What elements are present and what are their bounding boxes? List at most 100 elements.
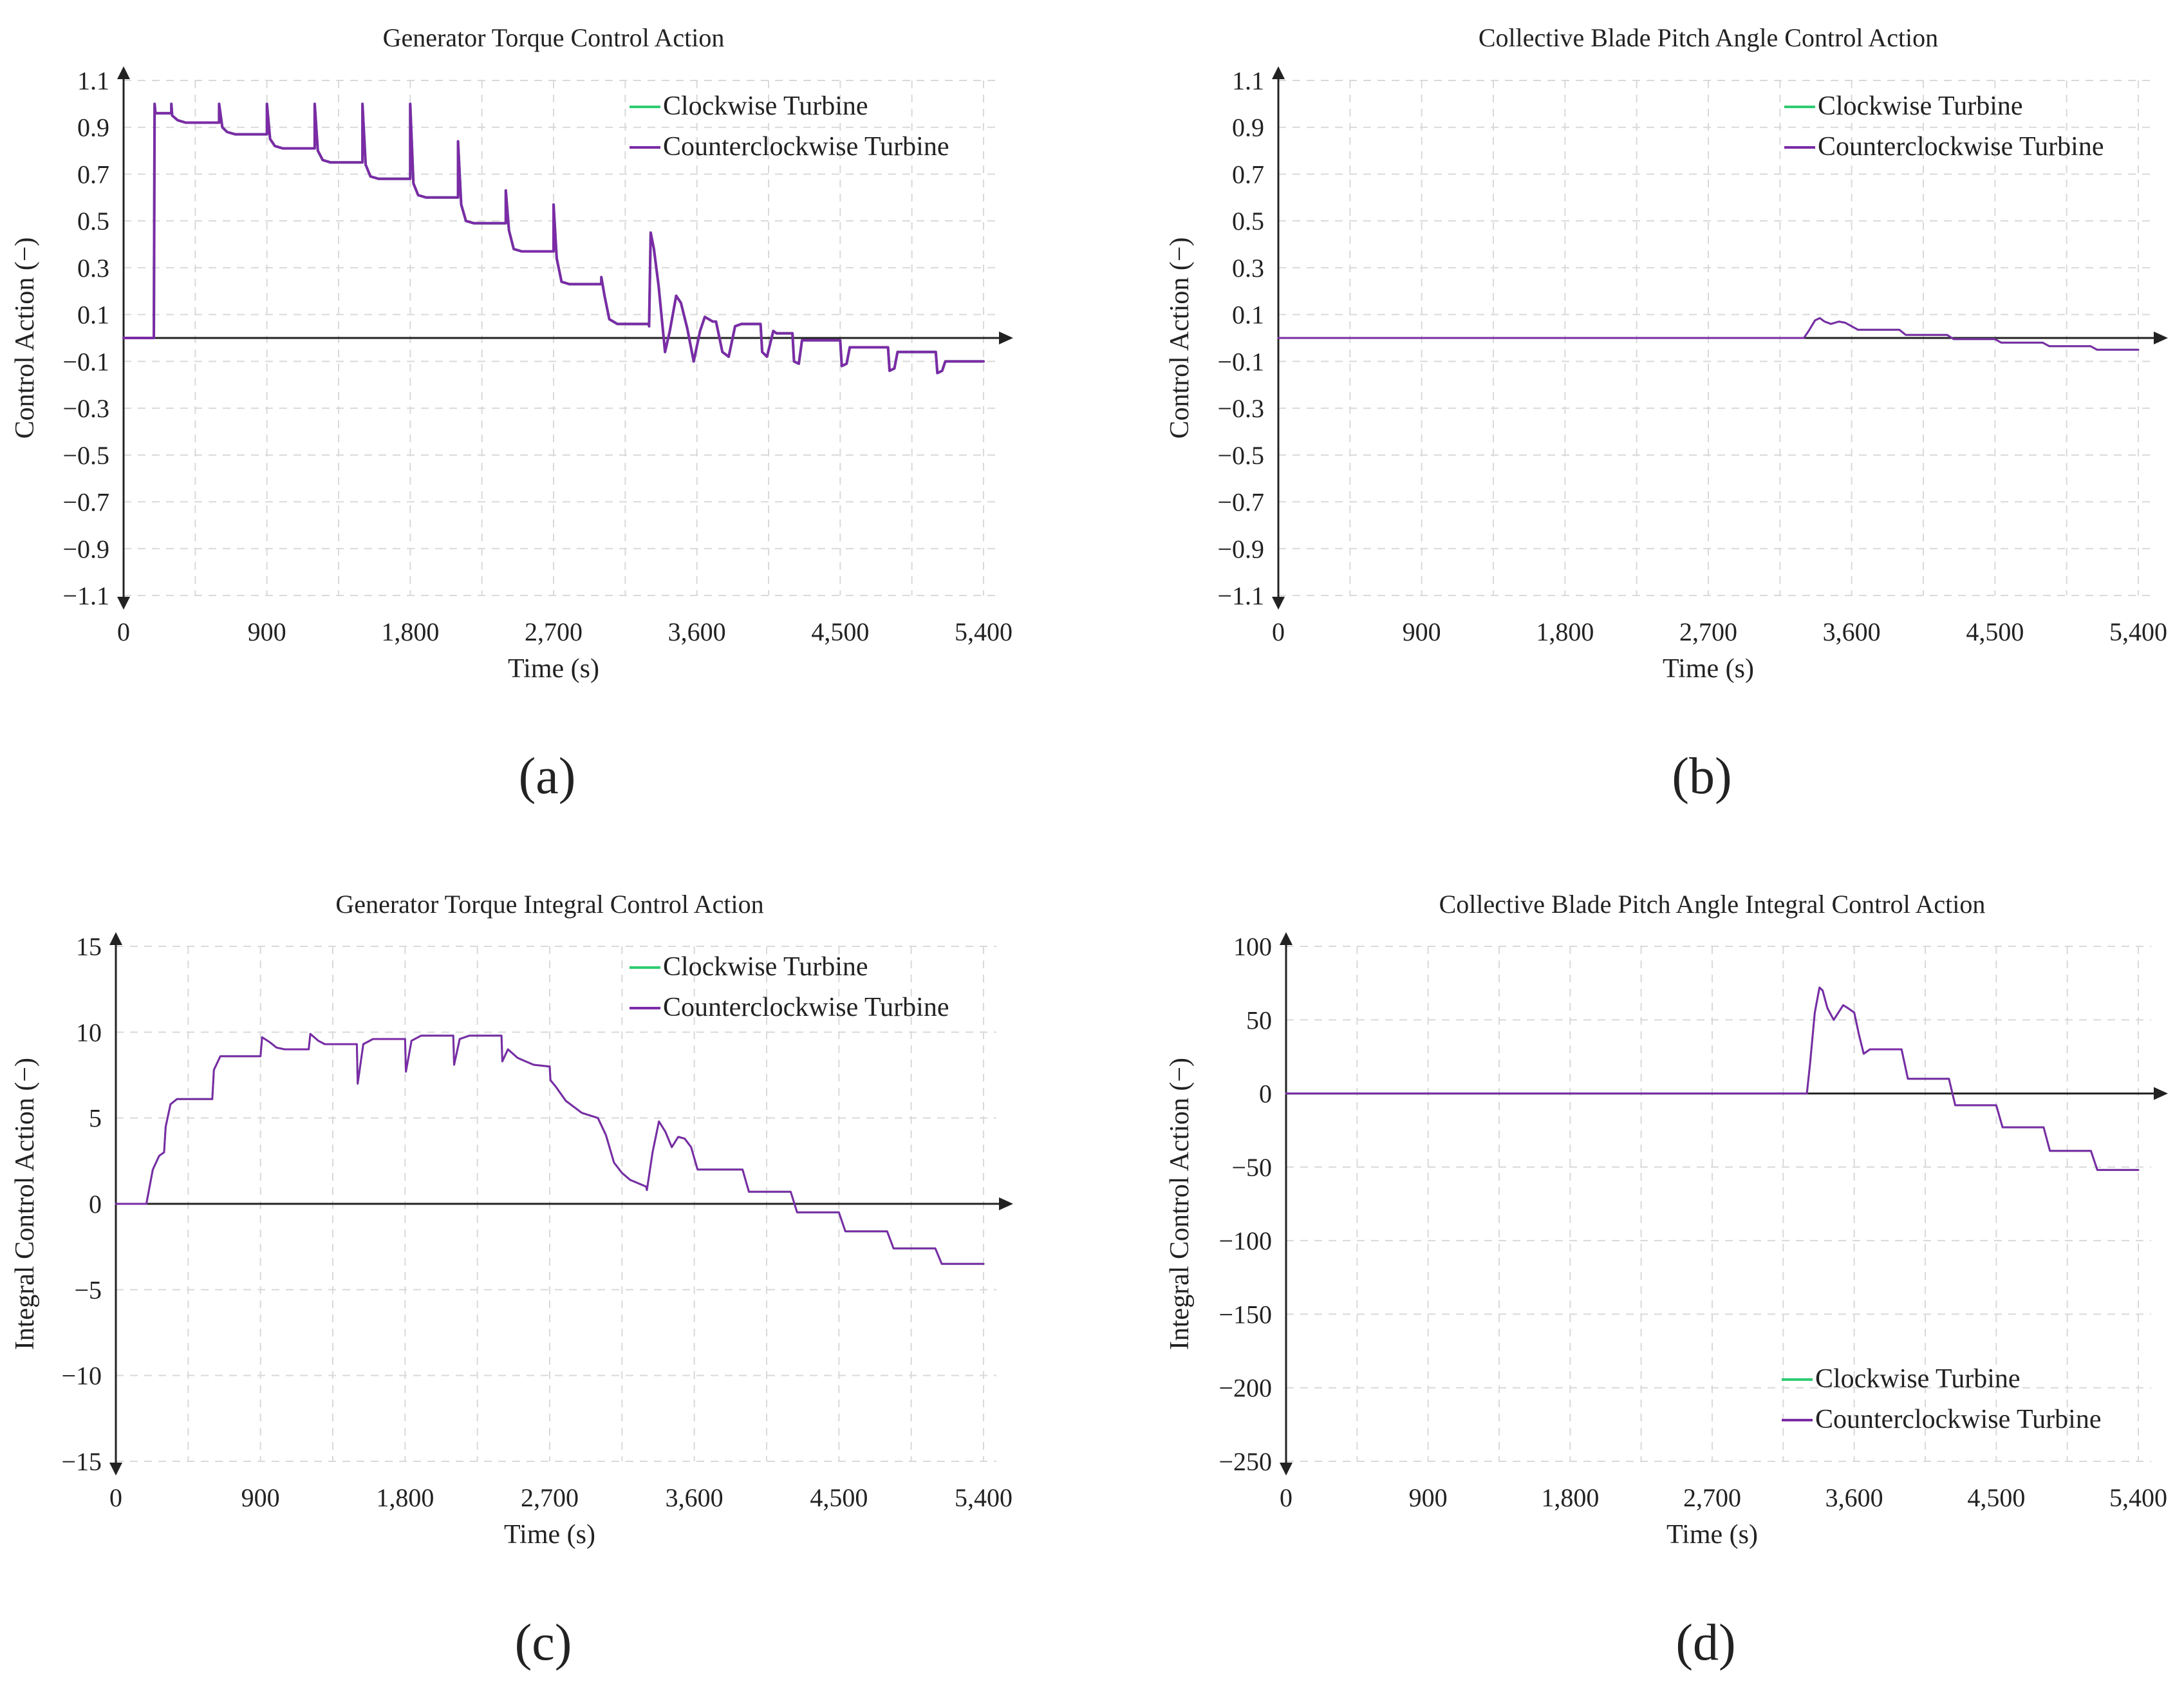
- y-axis-arrow-down: [109, 1463, 122, 1475]
- y-tick-label: −0.3: [1217, 394, 1264, 423]
- x-tick-label: 1,800: [376, 1483, 434, 1512]
- x-axis-arrow: [999, 1197, 1013, 1210]
- y-tick-label: −1.1: [1217, 581, 1264, 610]
- y-axis-arrow-down: [117, 597, 130, 610]
- y-tick-label: 0.1: [1232, 301, 1264, 330]
- x-tick-label: 900: [241, 1483, 280, 1512]
- legend-label: Counterclockwise Turbine: [1815, 1405, 2101, 1434]
- y-tick-label: −10: [61, 1362, 102, 1391]
- x-tick-label: 3,600: [668, 617, 726, 646]
- x-tick-label: 1,800: [1536, 617, 1594, 646]
- y-axis-label: Control Action (−): [10, 238, 40, 439]
- y-tick-label: 0.7: [77, 160, 109, 189]
- legend-label: Clockwise Turbine: [663, 952, 868, 982]
- y-tick-label: 0: [1259, 1080, 1272, 1109]
- x-tick-label: 0: [1280, 1483, 1293, 1512]
- chart-panel-c: Generator Torque Integral Control Action…: [10, 890, 1013, 1671]
- x-tick-label: 2,700: [1683, 1483, 1741, 1512]
- x-axis-label: Time (s): [504, 1520, 595, 1550]
- y-tick-label: 0.9: [1232, 113, 1264, 142]
- chart-panel-b: Collective Blade Pitch Angle Control Act…: [1165, 23, 2168, 805]
- x-axis-arrow: [999, 332, 1013, 344]
- panel-label: (a): [519, 748, 576, 805]
- y-tick-label: −0.9: [62, 534, 109, 563]
- legend: Clockwise Turbine Counterclockwise Turbin…: [1784, 91, 2104, 162]
- x-tick-label: 5,400: [955, 1483, 1013, 1512]
- y-tick-label: −0.9: [1217, 534, 1264, 563]
- legend-label: Clockwise Turbine: [663, 91, 868, 121]
- x-tick-label: 3,600: [666, 1483, 723, 1512]
- x-tick-label: 2,700: [1679, 617, 1737, 646]
- y-tick-label: −5: [74, 1275, 102, 1304]
- y-tick-label: −50: [1231, 1153, 1272, 1182]
- y-tick-label: −1.1: [62, 581, 109, 610]
- panel-label: (b): [1672, 748, 1731, 805]
- x-tick-label: 900: [1403, 617, 1441, 646]
- y-tick-label: −150: [1218, 1300, 1272, 1329]
- y-tick-label: 0.3: [77, 254, 109, 283]
- chart-title: Collective Blade Pitch Angle Integral Co…: [1439, 890, 1986, 919]
- x-tick-label: 900: [248, 617, 286, 646]
- legend: Clockwise Turbine Counterclockwise Turbin…: [630, 91, 949, 162]
- y-tick-label: 0.5: [77, 207, 109, 236]
- panel-label: (c): [515, 1615, 572, 1671]
- y-tick-label: 10: [76, 1018, 102, 1047]
- y-tick-label: −0.5: [62, 441, 109, 470]
- legend: Clockwise Turbine Counterclockwise Turbin…: [630, 952, 949, 1022]
- y-axis-arrow-up: [1280, 932, 1293, 945]
- y-axis-label: Integral Control Action (−): [1165, 1058, 1195, 1350]
- x-tick-label: 5,400: [2109, 617, 2167, 646]
- legend-label: Clockwise Turbine: [1815, 1364, 2021, 1394]
- x-tick-label: 2,700: [521, 1483, 579, 1512]
- y-axis-arrow-down: [1280, 1463, 1293, 1475]
- y-tick-label: 100: [1233, 932, 1272, 961]
- x-tick-label: 3,600: [1823, 617, 1881, 646]
- x-tick-label: 4,500: [1967, 1483, 2025, 1512]
- x-axis-arrow: [2154, 332, 2168, 344]
- figure: Generator Torque Control Action 0 900 1,800…: [0, 0, 2184, 1686]
- legend-label: Clockwise Turbine: [1818, 91, 2023, 121]
- x-axis-label: Time (s): [1663, 654, 1754, 684]
- y-tick-label: 50: [1246, 1006, 1272, 1035]
- y-tick-label: 15: [76, 932, 102, 961]
- x-tick-label: 5,400: [955, 617, 1013, 646]
- legend: Clockwise Turbine Counterclockwise Turbin…: [1782, 1364, 2101, 1434]
- y-tick-label: −0.5: [1217, 441, 1264, 470]
- x-tick-label: 5,400: [2109, 1483, 2167, 1512]
- chart-title: Generator Torque Integral Control Action: [335, 890, 763, 919]
- grid: [1286, 946, 2151, 1461]
- y-tick-label: 1.1: [1232, 66, 1264, 95]
- y-tick-label: 0.7: [1232, 160, 1264, 189]
- x-tick-label: 3,600: [1825, 1483, 1883, 1512]
- x-tick-label: 900: [1409, 1483, 1448, 1512]
- x-axis-arrow: [2154, 1087, 2168, 1100]
- x-tick-label: 1,800: [381, 617, 439, 646]
- y-tick-label: 0.1: [77, 301, 109, 330]
- y-tick-label: −0.7: [1217, 488, 1264, 517]
- y-tick-label: −0.1: [1217, 347, 1264, 376]
- y-tick-label: 1.1: [77, 66, 109, 95]
- x-tick-label: 2,700: [525, 617, 583, 646]
- y-axis-arrow-down: [1272, 597, 1285, 610]
- y-tick-label: 0.5: [1232, 207, 1264, 236]
- chart-panel-a: Generator Torque Control Action 0 900 1,800…: [10, 23, 1013, 805]
- y-tick-label: 5: [89, 1104, 102, 1133]
- x-axis-label: Time (s): [508, 654, 599, 684]
- chart-panel-d: Collective Blade Pitch Angle Integral Co…: [1165, 890, 2168, 1671]
- y-tick-label: 0: [89, 1190, 102, 1219]
- panel-label: (d): [1675, 1615, 1735, 1671]
- y-axis-arrow-up: [117, 66, 130, 79]
- y-tick-label: −200: [1218, 1374, 1272, 1403]
- y-axis-arrow-up: [109, 932, 122, 945]
- x-tick-label: 4,500: [811, 617, 869, 646]
- x-axis-label: Time (s): [1666, 1520, 1758, 1550]
- legend-label: Counterclockwise Turbine: [663, 993, 949, 1022]
- legend-label: Counterclockwise Turbine: [663, 132, 949, 162]
- chart-title: Collective Blade Pitch Angle Control Act…: [1479, 23, 1938, 52]
- x-tick-label: 4,500: [810, 1483, 868, 1512]
- chart-title: Generator Torque Control Action: [383, 23, 725, 52]
- y-tick-label: −15: [61, 1447, 102, 1476]
- y-tick-label: −0.3: [62, 394, 109, 423]
- y-tick-label: −0.1: [62, 347, 109, 376]
- x-tick-label: 0: [117, 617, 130, 646]
